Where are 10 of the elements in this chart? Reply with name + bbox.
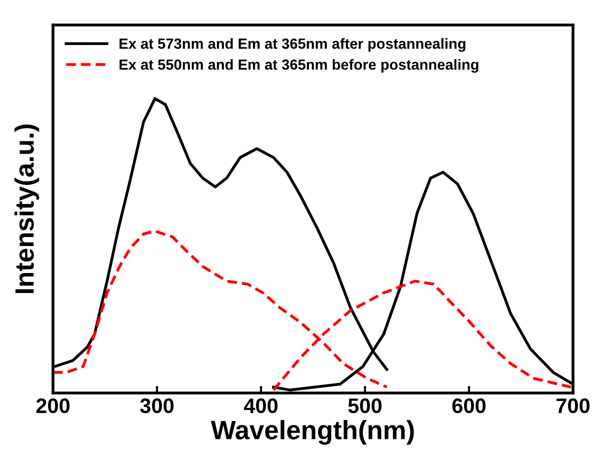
x-tick-label: 200 <box>36 398 70 414</box>
legend-label: Ex at 550nm and Em at 365nm before postannealing <box>120 59 478 73</box>
legend-label: Ex at 573nm and Em at 365nm after postannealing <box>120 38 466 52</box>
x-tick-label: 700 <box>556 398 590 414</box>
x-tick-label: 500 <box>348 398 382 414</box>
y-axis-title: Intensity(a.u.) <box>14 124 40 293</box>
x-tick-label: 600 <box>452 398 486 414</box>
x-tick-label: 300 <box>140 398 174 414</box>
x-tick-label: 400 <box>244 398 278 414</box>
x-axis-title: Wavelength(nm) <box>210 420 414 445</box>
